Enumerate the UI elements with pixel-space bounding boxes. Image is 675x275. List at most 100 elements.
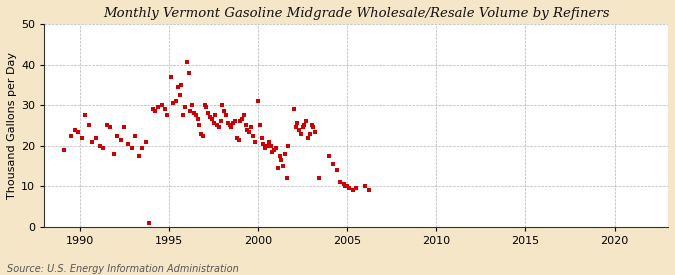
Point (199, 103, 210, 107)
Point (171, 99, 182, 103)
Point (274, 154, 285, 158)
Point (101, 123, 112, 128)
Point (65, 133, 76, 138)
Point (254, 123, 265, 128)
Point (192, 117, 203, 122)
Point (297, 125, 308, 130)
Point (246, 125, 256, 130)
Point (59, 148, 70, 152)
Point (281, 176, 292, 180)
Point (98, 145, 109, 150)
Point (219, 109, 230, 114)
Point (210, 113, 221, 117)
Point (213, 125, 224, 130)
Point (215, 119, 226, 123)
Point (148, 107, 159, 111)
Point (157, 103, 167, 107)
Point (126, 145, 137, 150)
Point (87, 139, 98, 144)
Point (265, 144, 276, 148)
Point (306, 123, 317, 128)
Point (335, 180, 346, 185)
Y-axis label: Thousand Gallons per Day: Thousand Gallons per Day (7, 52, 17, 199)
Point (140, 139, 151, 144)
Point (162, 113, 173, 117)
Point (308, 125, 319, 130)
Point (227, 121, 238, 126)
Point (363, 188, 374, 193)
Point (76, 136, 87, 140)
Point (69, 127, 80, 132)
Point (342, 184, 352, 189)
Point (174, 93, 185, 97)
Point (105, 125, 115, 130)
Point (226, 125, 237, 130)
Point (299, 123, 310, 128)
Point (149, 109, 160, 114)
Point (338, 182, 349, 186)
Point (340, 184, 351, 189)
Point (238, 113, 249, 117)
Point (80, 113, 90, 117)
Point (196, 131, 207, 136)
Point (256, 136, 267, 140)
Point (310, 129, 321, 134)
Point (230, 119, 240, 123)
Point (130, 133, 140, 138)
Point (185, 109, 196, 114)
Point (331, 168, 342, 172)
Point (187, 103, 198, 107)
Point (262, 144, 273, 148)
Point (279, 152, 290, 156)
Point (180, 105, 190, 109)
Point (276, 158, 287, 162)
Point (94, 144, 105, 148)
Point (304, 131, 315, 136)
Title: Monthly Vermont Gasoline Midgrade Wholesale/Resale Volume by Refiners: Monthly Vermont Gasoline Midgrade Wholes… (103, 7, 610, 20)
Point (283, 144, 294, 148)
Point (109, 152, 119, 156)
Point (344, 186, 354, 191)
Point (242, 127, 253, 132)
Point (313, 176, 324, 180)
Point (221, 113, 232, 117)
Point (207, 117, 217, 122)
Point (123, 142, 134, 146)
Point (194, 123, 205, 128)
Point (248, 133, 259, 138)
Point (112, 133, 123, 138)
Point (296, 131, 306, 136)
Point (232, 136, 242, 140)
Point (165, 75, 176, 79)
Point (201, 105, 212, 109)
Point (324, 154, 335, 158)
Point (267, 150, 278, 154)
Point (249, 139, 260, 144)
Point (288, 107, 299, 111)
Point (182, 60, 192, 65)
Text: Source: U.S. Energy Information Administration: Source: U.S. Energy Information Administ… (7, 264, 238, 274)
Point (153, 105, 164, 109)
Point (198, 133, 209, 138)
Point (327, 162, 338, 166)
Point (160, 107, 171, 111)
Point (202, 111, 213, 116)
Point (178, 113, 189, 117)
Point (144, 221, 155, 225)
Point (277, 164, 288, 168)
Point (223, 121, 234, 126)
Point (237, 117, 248, 122)
Point (119, 125, 130, 130)
Point (84, 123, 95, 128)
Point (292, 121, 303, 126)
Point (188, 111, 199, 116)
Point (258, 142, 269, 146)
Point (205, 115, 215, 120)
Point (217, 103, 228, 107)
Point (167, 101, 178, 105)
Point (294, 127, 304, 132)
Point (224, 123, 235, 128)
Point (173, 85, 184, 89)
Point (302, 136, 313, 140)
Point (360, 184, 371, 189)
